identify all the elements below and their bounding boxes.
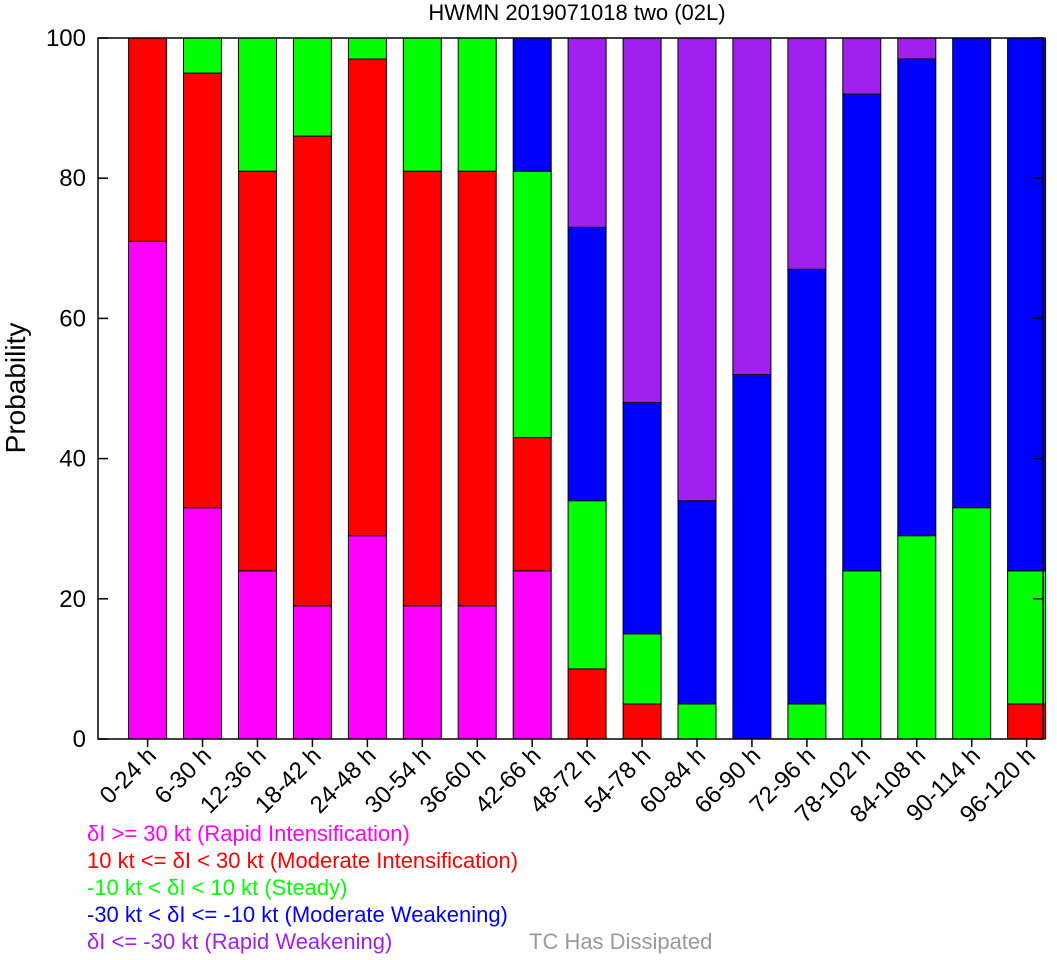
bar-segment — [897, 535, 937, 740]
bar-segment — [183, 72, 222, 509]
bar-segment — [842, 570, 882, 740]
bar-segment — [512, 37, 552, 172]
bar-segment — [457, 170, 497, 607]
bar-segment — [567, 668, 607, 740]
chart-title: HWMN 2019071018 two (02L) — [428, 0, 725, 25]
bar-segment — [787, 268, 827, 705]
bar-segment — [787, 37, 827, 270]
bar-segment — [402, 37, 442, 172]
x-tick-label: 0-24 h — [95, 742, 162, 809]
bars-group — [128, 37, 1047, 740]
bar-segment — [567, 37, 607, 228]
y-tick-label: 40 — [59, 446, 86, 473]
bar-segment — [512, 170, 552, 439]
bar-segment — [622, 402, 662, 635]
bar-segment — [457, 605, 497, 740]
bar-segment — [622, 37, 662, 403]
bar-segment — [1007, 37, 1047, 572]
bar-segment — [787, 703, 827, 740]
bar-segment — [183, 37, 222, 74]
bar-segment — [512, 570, 552, 740]
bar-segment — [897, 37, 937, 60]
legend-entry-rapid-weakening: δI <= -30 kt (Rapid Weakening) — [87, 929, 393, 954]
bar-segment — [677, 37, 717, 502]
bar-segment — [347, 58, 387, 537]
bar-segment — [183, 507, 222, 740]
bar-segment — [457, 37, 497, 172]
bar-segment — [1007, 703, 1047, 740]
y-axis-label: Probability — [0, 323, 31, 454]
legend-entry-steady: -10 kt < δI < 10 kt (Steady) — [87, 875, 348, 900]
bar-segment — [952, 507, 992, 740]
y-tick-label: 20 — [59, 586, 86, 613]
bar-segment — [238, 170, 277, 572]
legend-entry-moderate-intensification: 10 kt <= δI < 30 kt (Moderate Intensific… — [87, 848, 519, 873]
bar-segment — [842, 37, 882, 95]
bar-segment — [402, 605, 442, 740]
bar-segment — [292, 605, 332, 740]
legend-entry-tc-dissipated: TC Has Dissipated — [529, 929, 713, 954]
bar-segment — [732, 37, 772, 375]
bar-segment — [677, 703, 717, 740]
legend-entry-moderate-weakening: -30 kt < δI <= -10 kt (Moderate Weakenin… — [87, 902, 508, 927]
bar-segment — [512, 437, 552, 572]
bar-segment — [897, 58, 937, 537]
bar-segment — [842, 93, 882, 572]
bar-segment — [292, 37, 332, 137]
bar-segment — [1007, 570, 1047, 705]
bar-segment — [128, 240, 168, 740]
legend-entry-rapid-intensification: δI >= 30 kt (Rapid Intensification) — [87, 821, 410, 846]
bar-segment — [952, 37, 992, 509]
y-tick-label: 100 — [46, 25, 86, 52]
bar-segment — [128, 37, 168, 242]
bar-segment — [622, 703, 662, 740]
y-tick-label: 60 — [59, 305, 86, 332]
plot-frame — [97, 37, 1044, 740]
bar-segment — [347, 535, 387, 740]
bar-segment — [677, 500, 717, 705]
bar-segment — [238, 37, 277, 172]
bar-segment — [567, 500, 607, 670]
bar-segment — [238, 570, 277, 740]
bar-segment — [622, 633, 662, 705]
bar-segment — [732, 374, 772, 740]
y-tick-label: 0 — [73, 726, 86, 753]
bar-segment — [402, 170, 442, 607]
bar-segment — [347, 37, 387, 60]
bar-segment — [567, 226, 607, 502]
y-tick-label: 80 — [59, 165, 86, 192]
bar-segment — [292, 135, 332, 607]
